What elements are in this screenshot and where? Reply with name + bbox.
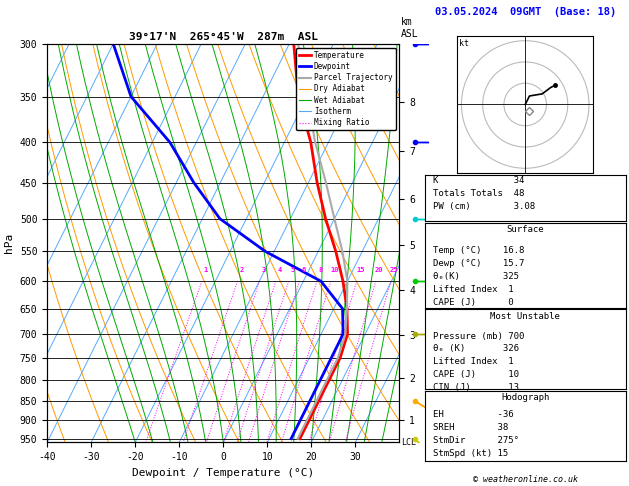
Text: Pressure (mb) 700
θₑ (K)       326
Lifted Index  1
CAPE (J)      10
CIN (J)     : Pressure (mb) 700 θₑ (K) 326 Lifted Inde… bbox=[433, 331, 524, 392]
Title: 39°17'N  265°45'W  287m  ASL: 39°17'N 265°45'W 287m ASL bbox=[129, 32, 318, 42]
Text: 6: 6 bbox=[301, 267, 305, 273]
Text: 25: 25 bbox=[390, 267, 399, 273]
Text: K              34
Totals Totals  48
PW (cm)        3.08: K 34 Totals Totals 48 PW (cm) 3.08 bbox=[433, 176, 535, 211]
Text: 1: 1 bbox=[204, 267, 208, 273]
Text: Surface: Surface bbox=[506, 225, 544, 234]
Text: km
ASL: km ASL bbox=[401, 17, 419, 39]
Text: 10: 10 bbox=[330, 267, 338, 273]
Text: Hodograph: Hodograph bbox=[501, 393, 549, 402]
Text: 5: 5 bbox=[291, 267, 294, 273]
Text: 2: 2 bbox=[240, 267, 243, 273]
Text: EH          -36
SREH        38
StmDir      275°
StmSpd (kt) 15: EH -36 SREH 38 StmDir 275° StmSpd (kt) 1… bbox=[433, 411, 519, 458]
Legend: Temperature, Dewpoint, Parcel Trajectory, Dry Adiabat, Wet Adiabat, Isotherm, Mi: Temperature, Dewpoint, Parcel Trajectory… bbox=[296, 48, 396, 130]
Text: © weatheronline.co.uk: © weatheronline.co.uk bbox=[473, 474, 577, 484]
Text: LCL: LCL bbox=[401, 438, 416, 447]
Text: Most Unstable: Most Unstable bbox=[490, 312, 560, 320]
Text: 03.05.2024  09GMT  (Base: 18): 03.05.2024 09GMT (Base: 18) bbox=[435, 7, 616, 17]
Text: kt: kt bbox=[459, 38, 469, 48]
Text: 20: 20 bbox=[375, 267, 384, 273]
Text: 3: 3 bbox=[261, 267, 265, 273]
Text: 15: 15 bbox=[356, 267, 364, 273]
Text: 8: 8 bbox=[318, 267, 323, 273]
X-axis label: Dewpoint / Temperature (°C): Dewpoint / Temperature (°C) bbox=[132, 468, 314, 478]
Text: Temp (°C)    16.8
Dewp (°C)    15.7
θₑ(K)        325
Lifted Index  1
CAPE (J)   : Temp (°C) 16.8 Dewp (°C) 15.7 θₑ(K) 325 … bbox=[433, 246, 524, 320]
Y-axis label: hPa: hPa bbox=[4, 233, 14, 253]
Text: 4: 4 bbox=[277, 267, 282, 273]
